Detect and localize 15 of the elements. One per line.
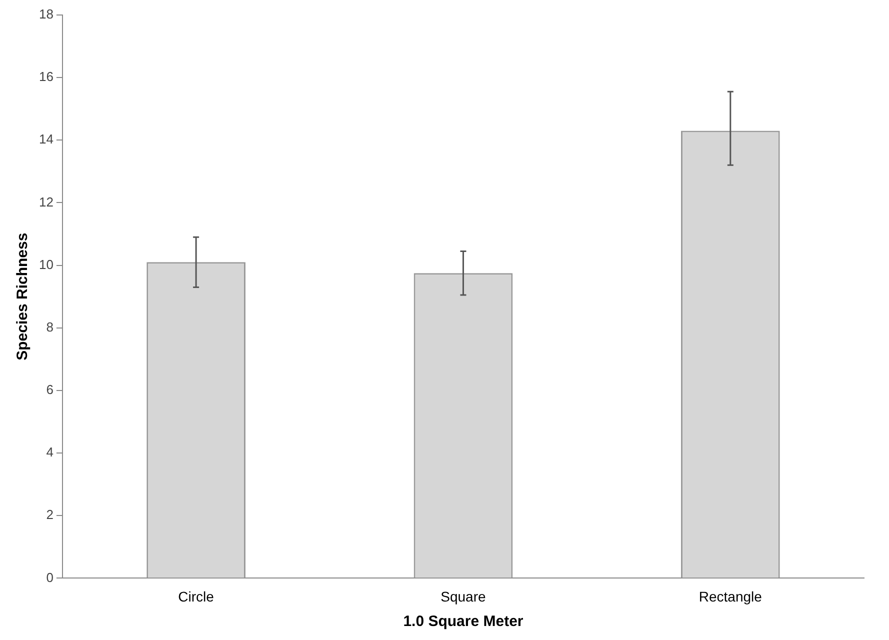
y-tick-label: 8	[46, 319, 54, 334]
y-tick-label: 16	[38, 69, 54, 84]
y-tick-label: 0	[46, 570, 54, 585]
x-tick-label: Rectangle	[698, 588, 762, 604]
y-tick-label: 18	[38, 6, 54, 22]
y-tick-label: 2	[46, 507, 54, 522]
y-tick-label: 10	[38, 256, 54, 272]
x-tick-label: Square	[440, 588, 486, 604]
y-tick-label: 12	[38, 194, 54, 210]
x-tick-label: Circle	[178, 588, 214, 604]
y-tick-label: 4	[46, 444, 54, 460]
x-axis-title: 1.0 Square Meter	[403, 613, 524, 630]
y-tick-label: 6	[46, 382, 54, 398]
y-axis-title: Species Richness	[14, 232, 32, 360]
y-tick-label: 14	[38, 132, 54, 147]
